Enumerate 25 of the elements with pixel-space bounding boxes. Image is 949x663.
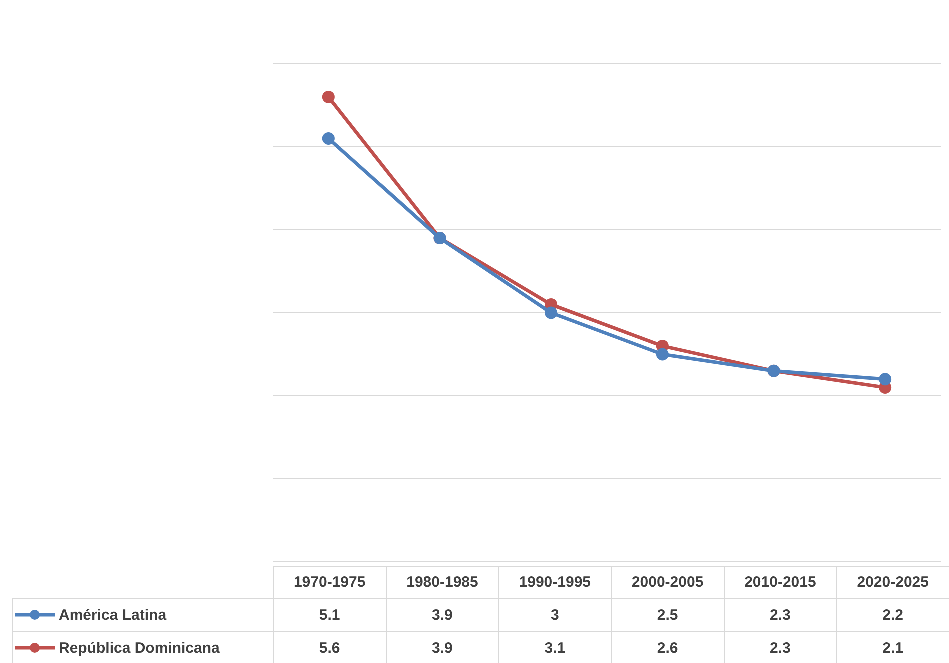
x-tick-label: 2020-2025 — [836, 566, 949, 598]
data-label: 2.3 — [724, 598, 837, 632]
point — [656, 348, 669, 361]
point — [322, 132, 335, 145]
x-tick-label: 1980-1985 — [386, 566, 499, 598]
data-label: 2.3 — [724, 632, 837, 663]
x-tick-label: 1990-1995 — [498, 566, 612, 598]
legend-label: República Dominicana — [59, 640, 220, 656]
data-label: 3.1 — [498, 632, 612, 663]
x-tick-label: 2010-2015 — [724, 566, 837, 598]
data-label: 3 — [498, 598, 612, 632]
point — [545, 306, 558, 320]
data-label: 2.2 — [836, 598, 949, 632]
data-label: 3.9 — [386, 632, 499, 663]
data-label: 2.5 — [611, 598, 724, 632]
data-label: 5.6 — [274, 632, 386, 663]
data-label: 3.9 — [386, 598, 499, 632]
x-tick-label: 2000-2005 — [611, 566, 724, 598]
point — [879, 373, 892, 386]
legend-label: América Latina — [59, 606, 167, 624]
x-tick-label: 1970-1975 — [274, 566, 386, 598]
point — [322, 90, 335, 104]
data-label: 2.6 — [611, 632, 724, 663]
data-label: 2.1 — [836, 632, 949, 663]
data-label: 5.1 — [274, 598, 386, 632]
